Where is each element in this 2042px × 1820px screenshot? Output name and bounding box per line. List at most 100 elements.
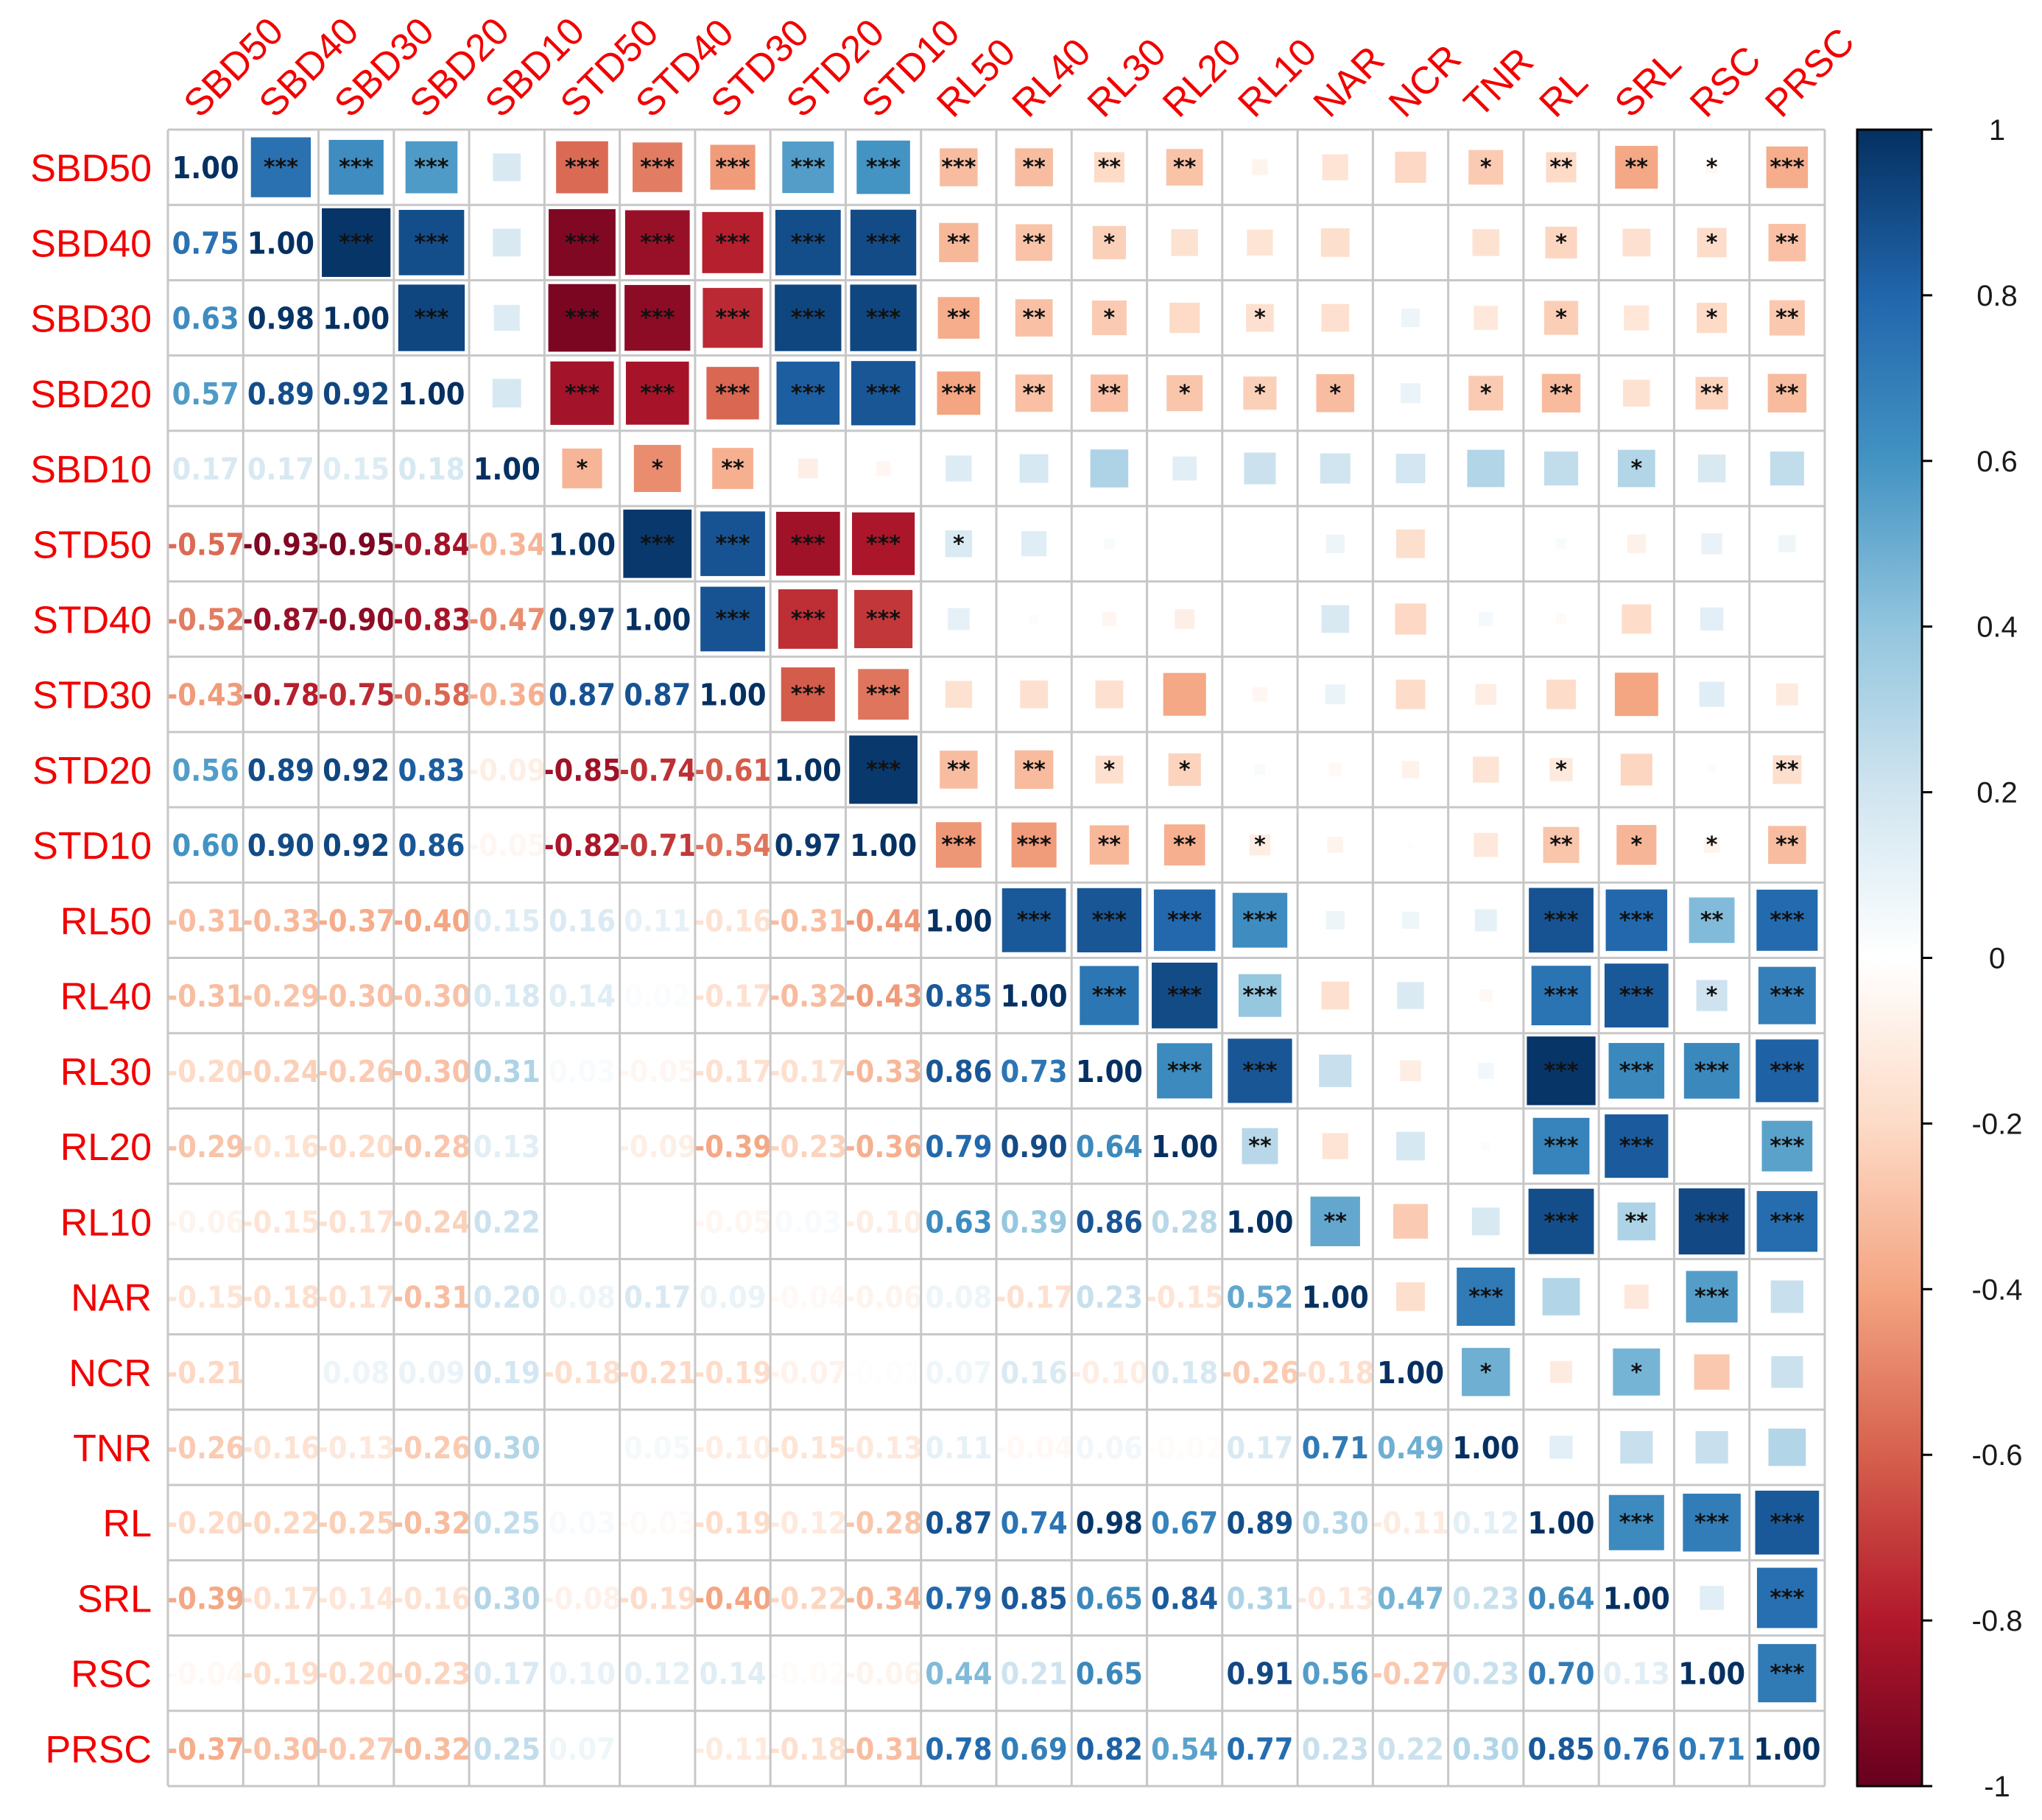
- significance-SBD20-STD30: ***: [716, 381, 750, 407]
- cell-square-STD20-PRSC: [1771, 753, 1803, 786]
- cell-square-STD10-RL30: [1088, 823, 1131, 866]
- cell-square-SBD30-STD50: [546, 282, 618, 354]
- cell-square-SBD20-NAR: [1314, 373, 1356, 414]
- cell-square-SBD50-RL30: [1092, 150, 1126, 184]
- cell-value-RL20-RL50: 0.79: [925, 1129, 992, 1164]
- significance-SBD30-STD50: ***: [565, 306, 599, 331]
- cell-value-SRL-STD50: -0.08: [543, 1581, 621, 1616]
- cell-value-RL40-RL50: 0.85: [925, 979, 992, 1014]
- cell-value-RL-SBD10: 0.25: [473, 1505, 541, 1541]
- cell-value-RSC-RL: 0.70: [1528, 1656, 1595, 1692]
- significance-STD10-RL40: ***: [1017, 832, 1052, 858]
- cell-square-STD40-TNR: [1477, 610, 1495, 628]
- cell-square-SBD40-STD20: [773, 208, 842, 277]
- significance-RL40-SRL: ***: [1619, 983, 1654, 1009]
- cell-value-TNR-SBD30: -0.13: [317, 1430, 395, 1466]
- cell-value-STD30-STD40: 0.87: [624, 678, 691, 713]
- row-label-RL40: RL40: [60, 976, 152, 1019]
- cell-value-RL20-STD50: 0.00: [549, 1129, 616, 1164]
- cell-value-SRL-SBD40: -0.17: [242, 1581, 320, 1616]
- significance-STD30-STD10: ***: [866, 682, 901, 708]
- cell-square-RL40-RSC: [1694, 978, 1729, 1013]
- cell-value-RL30-SBD50: -0.20: [166, 1054, 244, 1089]
- significance-SBD50-SBD40: ***: [264, 155, 298, 180]
- cell-value-RL50-RL50: 1.00: [925, 903, 992, 938]
- cell-value-SRL-RL30: 0.65: [1076, 1581, 1143, 1616]
- cell-value-NCR-STD20: -0.07: [769, 1355, 847, 1391]
- significance-RL40-RL10: ***: [1242, 983, 1277, 1009]
- cell-square-SRL-RSC: [1698, 1584, 1725, 1612]
- cell-value-STD40-SBD50: -0.52: [166, 602, 244, 637]
- row-label-PRSC: PRSC: [46, 1729, 152, 1771]
- cell-value-NCR-RL10: -0.26: [1221, 1355, 1299, 1391]
- cell-square-SBD40-SBD20: [397, 208, 466, 277]
- significance-SBD40-STD40: ***: [640, 230, 675, 256]
- cell-value-STD20-SBD50: 0.56: [172, 753, 239, 788]
- cell-value-RL50-SBD10: 0.15: [473, 903, 541, 938]
- colorbar-tick-label: 0.6: [1976, 446, 2018, 478]
- cell-square-SBD20-STD30: [705, 365, 761, 421]
- cell-square-RL20-PRSC: [1760, 1119, 1814, 1173]
- cell-square-SBD20-NCR: [1399, 382, 1422, 405]
- cell-value-RSC-SBD20: -0.23: [392, 1656, 471, 1692]
- cell-value-RL10-STD40: 0.00: [624, 1204, 691, 1240]
- cell-value-RL20-RL30: 0.64: [1076, 1129, 1143, 1164]
- cell-value-STD50-SBD30: -0.95: [317, 527, 395, 562]
- cell-value-STD40-STD50: 0.97: [549, 602, 616, 637]
- cell-value-NAR-RL20: -0.15: [1146, 1280, 1224, 1315]
- significance-SBD50-SRL: **: [1625, 155, 1649, 180]
- cell-value-RSC-NAR: 0.56: [1302, 1656, 1369, 1692]
- cell-value-NCR-SBD50: -0.21: [166, 1355, 244, 1391]
- column-label-PRSC: PRSC: [1757, 20, 1862, 125]
- cell-square-SBD20-PRSC: [1766, 372, 1809, 415]
- cell-square-STD10-RL40: [1010, 821, 1058, 869]
- significance-SBD20-NAR: *: [1329, 381, 1341, 407]
- significance-STD50-STD40: ***: [640, 531, 675, 557]
- significance-SBD20-TNR: *: [1480, 381, 1492, 407]
- column-label-TNR: TNR: [1456, 40, 1542, 126]
- cell-square-NCR-PRSC: [1770, 1355, 1805, 1390]
- cell-square-SBD30-RSC: [1695, 301, 1729, 335]
- cell-value-SRL-RL: 0.64: [1528, 1581, 1595, 1616]
- row-label-RL10: RL10: [60, 1201, 152, 1244]
- cell-square-STD40-RL30: [1100, 610, 1119, 628]
- cell-square-SBD50-SBD10: [491, 152, 523, 183]
- significance-RL20-PRSC: ***: [1770, 1134, 1804, 1159]
- cell-square-SBD40-STD40: [623, 208, 691, 277]
- significance-STD20-STD10: ***: [866, 757, 901, 783]
- cell-value-RL20-SBD20: -0.28: [392, 1129, 471, 1164]
- cell-value-PRSC-STD30: -0.11: [694, 1732, 772, 1767]
- column-label-SRL: SRL: [1607, 43, 1690, 126]
- cell-value-RL-STD50: 0.03: [549, 1505, 616, 1541]
- cell-value-SBD10-SBD30: 0.15: [323, 452, 390, 487]
- cell-value-NCR-NAR: -0.18: [1296, 1355, 1374, 1391]
- colorbar-tick-label: 0.4: [1976, 611, 2018, 644]
- cell-value-RL30-SBD20: -0.30: [392, 1054, 471, 1089]
- significance-STD20-RL50: **: [947, 757, 971, 783]
- cell-value-NCR-SBD20: 0.09: [398, 1355, 465, 1391]
- significance-SBD30-STD10: ***: [866, 306, 901, 331]
- cell-square-RL40-RL30: [1078, 964, 1141, 1027]
- significance-SBD40-RL40: **: [1022, 230, 1046, 256]
- cell-square-SBD40-PRSC: [1767, 222, 1808, 263]
- row-label-STD10: STD10: [32, 825, 152, 868]
- cell-value-RL40-SBD40: -0.29: [242, 979, 320, 1014]
- cell-square-RL-RSC: [1681, 1492, 1742, 1553]
- cell-square-SBD50-RL10: [1250, 158, 1270, 177]
- cell-square-STD20-NAR: [1327, 762, 1343, 778]
- cell-value-RL30-STD10: -0.33: [844, 1054, 922, 1089]
- cell-square-RL40-PRSC: [1756, 965, 1817, 1026]
- significance-STD20-PRSC: **: [1775, 757, 1799, 783]
- cell-square-STD10-SRL: [1615, 823, 1658, 867]
- cell-value-RL50-SBD30: -0.37: [317, 903, 395, 938]
- cell-value-NAR-NAR: 1.00: [1302, 1280, 1369, 1315]
- cell-value-RL50-SBD20: -0.40: [392, 903, 471, 938]
- cell-value-RL-RL10: 0.89: [1226, 1505, 1293, 1541]
- significance-RL40-PRSC: ***: [1770, 983, 1804, 1009]
- significance-STD10-PRSC: **: [1775, 832, 1799, 858]
- significance-RL20-RL: ***: [1544, 1134, 1579, 1159]
- cell-value-TNR-SBD20: -0.26: [392, 1430, 471, 1466]
- significance-STD40-STD30: ***: [716, 606, 750, 632]
- cell-value-SRL-SBD20: -0.16: [392, 1581, 471, 1616]
- cell-square-SBD50-RL: [1544, 150, 1578, 184]
